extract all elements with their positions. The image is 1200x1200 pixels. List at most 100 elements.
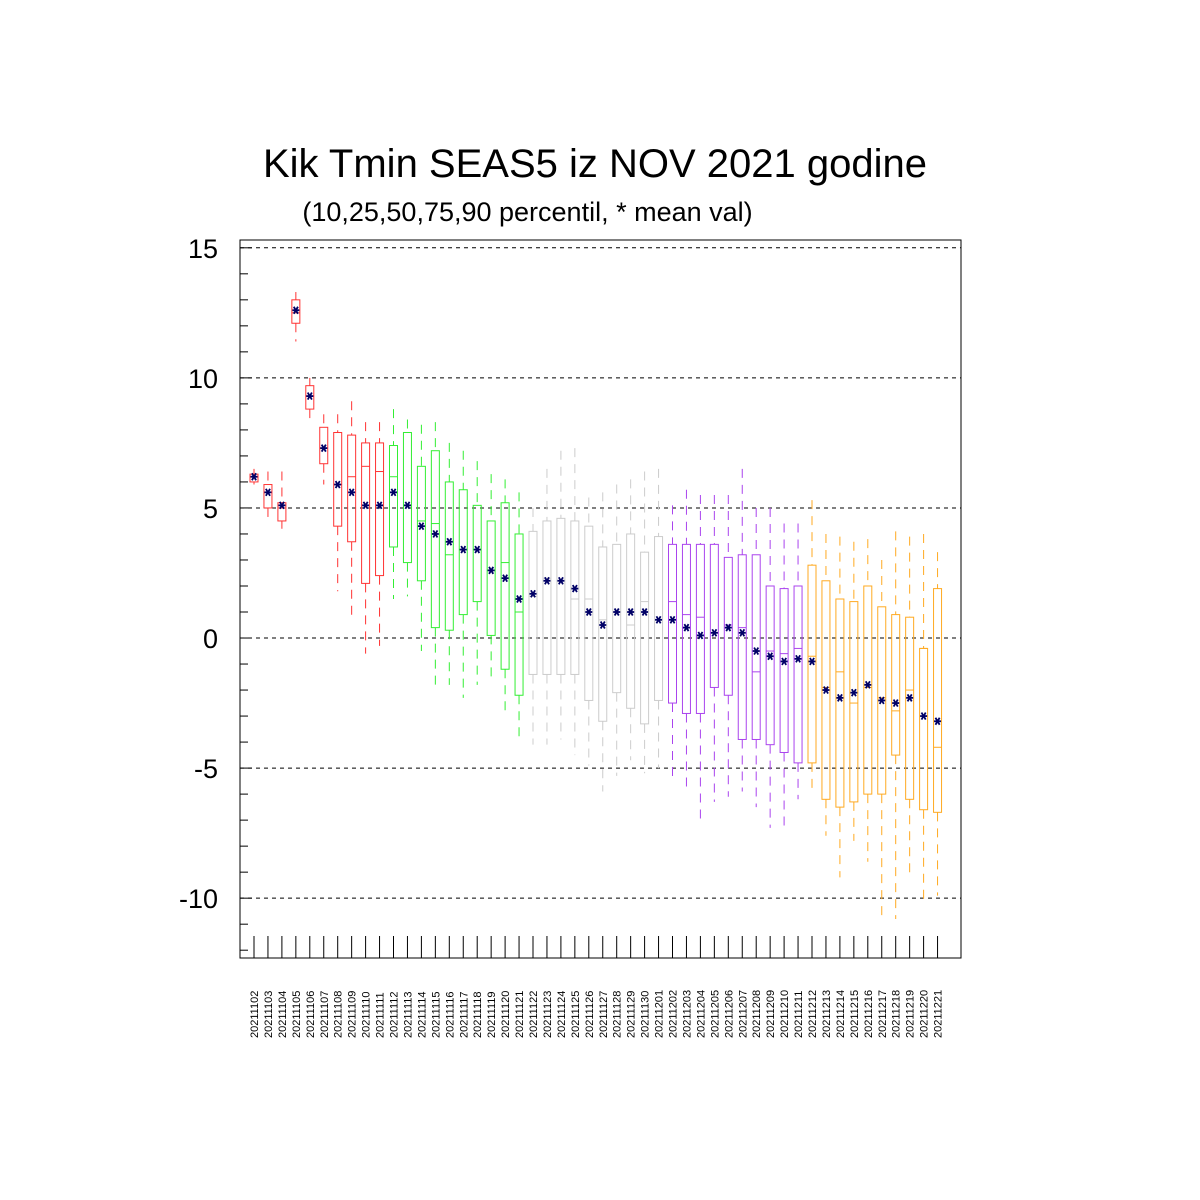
box — [486, 520, 496, 636]
box — [695, 543, 705, 714]
x-tick-label: 20211127 — [598, 991, 610, 1038]
mean-marker-stroke — [823, 686, 829, 695]
mean-marker — [529, 589, 537, 598]
x-tick-label: 20211119 — [486, 992, 498, 1039]
box — [347, 434, 357, 543]
x-tick-label: 20211210 — [779, 990, 791, 1038]
x-tick-label: 20211121 — [514, 991, 526, 1038]
mean-marker — [292, 306, 300, 315]
chart-subtitle: (10,25,50,75,90 percentil, * mean val) — [302, 197, 753, 227]
mean-marker-stroke — [432, 530, 439, 538]
box — [528, 530, 538, 675]
mean-marker — [348, 488, 356, 497]
box — [640, 551, 650, 725]
mean-marker-stroke — [864, 680, 871, 689]
mean-marker-stroke — [306, 392, 313, 401]
mean-marker — [459, 545, 467, 554]
mean-marker-stroke — [920, 712, 927, 721]
box — [849, 601, 859, 803]
mean-marker — [892, 699, 900, 708]
y-tick-label: 15 — [188, 234, 218, 264]
mean-marker — [599, 621, 607, 629]
mean-marker — [417, 522, 425, 531]
x-tick-label: 20211202 — [668, 990, 680, 1038]
x-tick-label: 20211214 — [835, 990, 847, 1038]
box — [430, 450, 440, 629]
x-tick-label: 20211111 — [375, 992, 387, 1038]
mean-marker — [920, 712, 928, 721]
box — [933, 588, 943, 813]
mean-marker-stroke — [530, 589, 536, 598]
mean-marker-stroke — [711, 628, 718, 637]
box — [765, 585, 775, 746]
mean-marker-stroke — [571, 584, 578, 593]
x-tick-label: 20211211 — [793, 991, 805, 1038]
x-tick-label: 20211118 — [472, 992, 484, 1039]
plot-frame — [239, 239, 962, 959]
mean-marker — [431, 530, 439, 538]
box — [514, 533, 524, 696]
mean-marker — [669, 615, 676, 624]
box — [835, 598, 845, 808]
x-tick-label: 20211116 — [444, 992, 456, 1039]
mean-marker — [808, 657, 816, 666]
x-tick-label: 20211117 — [458, 992, 470, 1039]
box — [737, 554, 747, 740]
mean-marker — [613, 608, 621, 616]
y-tick-label: 5 — [203, 494, 218, 524]
mean-marker-stroke — [348, 488, 355, 497]
x-tick-label: 20211217 — [877, 990, 889, 1038]
mean-marker — [501, 574, 509, 583]
x-tick-label: 20211110 — [361, 992, 373, 1039]
x-tick-label: 20211220 — [919, 990, 931, 1038]
x-tick-label: 20211215 — [849, 990, 861, 1038]
box — [249, 473, 259, 483]
mean-marker — [320, 444, 328, 453]
boxes — [249, 292, 943, 919]
mean-marker — [515, 595, 523, 603]
x-tick-label: 20211212 — [807, 990, 819, 1038]
box — [444, 481, 454, 631]
chart-title: Kik Tmin SEAS5 iz NOV 2021 godine — [262, 142, 928, 186]
box — [891, 614, 901, 756]
x-tick-label: 20211206 — [723, 990, 735, 1038]
x-tick-label: 20211203 — [681, 990, 693, 1038]
box — [654, 536, 664, 701]
mean-marker-stroke — [613, 608, 620, 616]
mean-marker-stroke — [809, 657, 815, 666]
mean-marker — [780, 657, 788, 666]
x-tick-label: 20211122 — [528, 991, 540, 1038]
mean-marker — [278, 501, 286, 510]
x-tick-label: 20211105 — [291, 991, 303, 1038]
mean-marker-stroke — [474, 545, 481, 554]
x-tick-label: 20211128 — [612, 991, 624, 1038]
mean-marker-stroke — [558, 576, 564, 585]
box — [584, 525, 594, 701]
box — [402, 432, 412, 564]
box — [626, 533, 636, 709]
mean-marker — [836, 693, 844, 702]
x-tick-label: 20211112 — [389, 992, 401, 1039]
mean-marker-stroke — [669, 615, 676, 624]
mean-marker — [264, 488, 272, 497]
mean-marker — [250, 472, 258, 481]
y-tick-label: 0 — [203, 624, 218, 654]
x-tick-label: 20211219 — [905, 990, 917, 1038]
mean-marker-stroke — [906, 693, 913, 702]
mean-marker — [682, 623, 690, 632]
mean-marker — [766, 652, 774, 661]
mean-marker — [362, 501, 370, 510]
mean-marker — [571, 584, 579, 593]
mean-marker-stroke — [892, 699, 899, 708]
mean-marker — [878, 696, 886, 705]
mean-marker — [906, 693, 914, 702]
mean-marker-stroke — [767, 652, 774, 661]
x-tick-label: 20211103 — [263, 991, 275, 1038]
mean-marker — [934, 717, 942, 726]
box — [277, 502, 287, 522]
x-tick-label: 20211115 — [430, 992, 442, 1039]
mean-marker — [710, 628, 718, 637]
x-tick-label: 20211205 — [709, 990, 721, 1038]
box — [877, 606, 887, 795]
x-tick-label: 20211213 — [821, 990, 833, 1038]
